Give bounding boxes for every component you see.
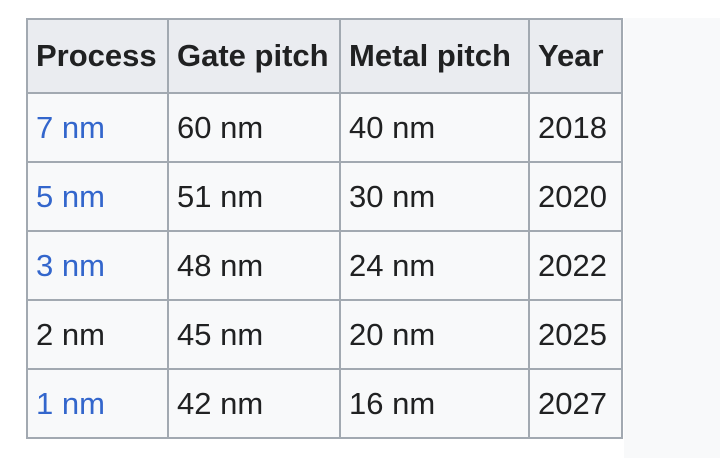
side-panel	[624, 18, 720, 458]
table-row: 7 nm 60 nm 40 nm 2018	[26, 92, 623, 163]
cell-metal-pitch: 30 nm	[339, 161, 530, 232]
process-link[interactable]: 3 nm	[36, 247, 105, 283]
header-process: Process	[26, 18, 169, 94]
cell-gate-pitch: 45 nm	[167, 299, 341, 370]
cell-metal-pitch: 24 nm	[339, 230, 530, 301]
header-year: Year	[528, 18, 623, 94]
cell-metal-pitch: 16 nm	[339, 368, 530, 439]
cell-process: 2 nm	[26, 299, 169, 370]
cell-process: 1 nm	[26, 368, 169, 439]
cell-metal-pitch: 20 nm	[339, 299, 530, 370]
process-link[interactable]: 7 nm	[36, 109, 105, 145]
process-link[interactable]: 5 nm	[36, 178, 105, 214]
table-row: 5 nm 51 nm 30 nm 2020	[26, 161, 623, 232]
header-gate-pitch: Gate pitch	[167, 18, 341, 94]
table-row: 1 nm 42 nm 16 nm 2027	[26, 368, 623, 439]
cell-gate-pitch: 60 nm	[167, 92, 341, 163]
cell-year: 2020	[528, 161, 623, 232]
table-row: 2 nm 45 nm 20 nm 2025	[26, 299, 623, 370]
cell-year: 2022	[528, 230, 623, 301]
cell-metal-pitch: 40 nm	[339, 92, 530, 163]
cell-gate-pitch: 42 nm	[167, 368, 341, 439]
cell-process: 7 nm	[26, 92, 169, 163]
cell-process: 5 nm	[26, 161, 169, 232]
table-header-row: Process Gate pitch Metal pitch Year	[26, 18, 623, 94]
cell-gate-pitch: 48 nm	[167, 230, 341, 301]
cell-gate-pitch: 51 nm	[167, 161, 341, 232]
cell-process: 3 nm	[26, 230, 169, 301]
process-node-table: Process Gate pitch Metal pitch Year 7 nm…	[26, 18, 623, 439]
table-row: 3 nm 48 nm 24 nm 2022	[26, 230, 623, 301]
process-link[interactable]: 1 nm	[36, 385, 105, 421]
header-metal-pitch: Metal pitch	[339, 18, 530, 94]
cell-year: 2018	[528, 92, 623, 163]
cell-year: 2027	[528, 368, 623, 439]
cell-year: 2025	[528, 299, 623, 370]
